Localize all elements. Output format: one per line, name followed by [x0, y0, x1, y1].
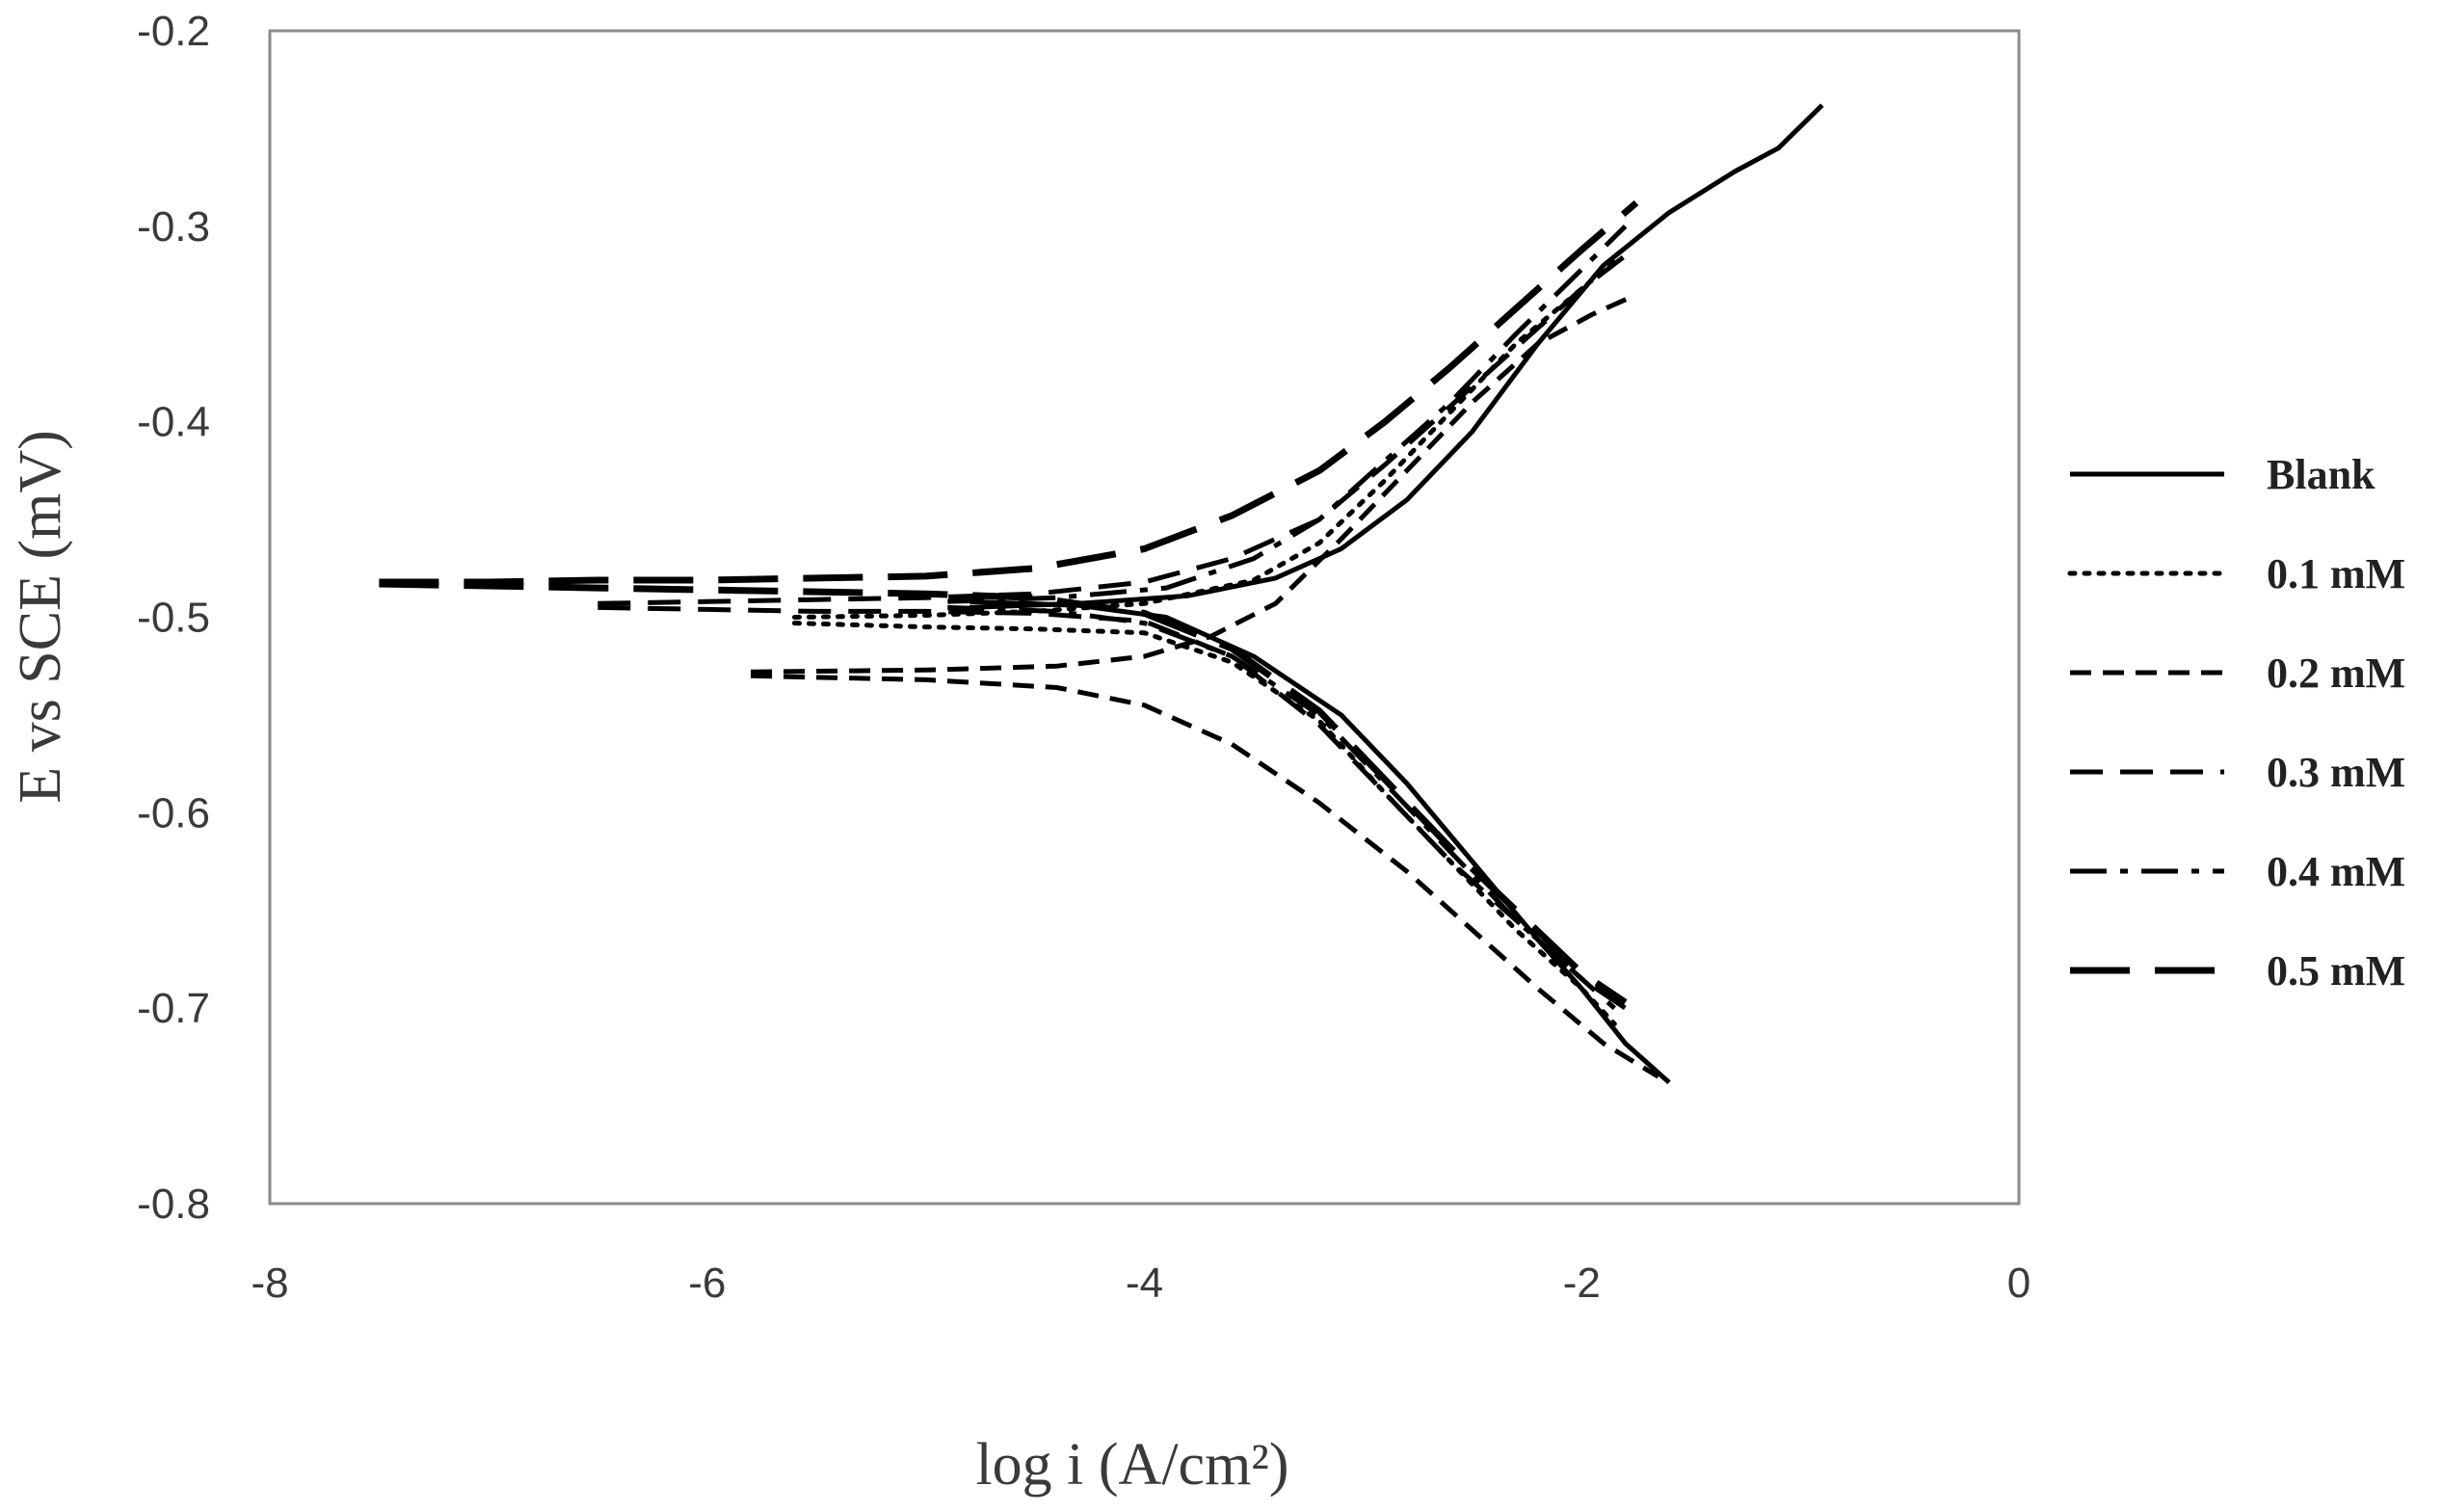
series-0-2-mm: [751, 292, 1659, 1079]
legend-label: 0.4 mM: [2267, 848, 2405, 895]
y-tick-label: -0.6: [137, 789, 210, 836]
legend-item: 0.1 mM: [2067, 550, 2405, 597]
legend-label: 0.2 mM: [2267, 650, 2405, 697]
x-tick-label: -4: [1126, 1260, 1163, 1307]
y-tick-label: -0.5: [137, 595, 210, 642]
series-line-cathodic: [792, 621, 1617, 1026]
legend-item: 0.3 mM: [2070, 749, 2405, 796]
series-0-5-mm: [379, 199, 1639, 1006]
y-tick-label: -0.3: [137, 203, 210, 251]
series-line-anodic: [379, 199, 1639, 586]
y-tick-label: -0.7: [137, 985, 210, 1032]
legend-label: 0.5 mM: [2267, 947, 2405, 995]
y-tick-label: -0.8: [137, 1180, 210, 1228]
legend-item: 0.4 mM: [2070, 848, 2405, 895]
x-tick-labels: -8 -6 -4 -2 0: [251, 1260, 2031, 1307]
series-line-cathodic: [379, 580, 1628, 1006]
legend-label: 0.3 mM: [2267, 749, 2405, 796]
plot-frame: [268, 29, 2021, 1206]
x-tick-label: 0: [2007, 1260, 2031, 1307]
y-tick-label: -0.4: [137, 399, 210, 446]
y-axis-title: E vs SCE (mV): [8, 430, 73, 804]
series-line-cathodic: [751, 673, 1659, 1079]
x-axis-title: log i (A/cm²): [975, 1432, 1288, 1498]
x-tick-label: -6: [688, 1260, 726, 1307]
legend: Blank 0.1 mM 0.2 mM 0.3 mM 0.4 mM 0.5 mM: [2067, 451, 2405, 995]
legend-label: 0.1 mM: [2267, 550, 2405, 597]
series-line-anodic: [597, 253, 1628, 606]
legend-item: Blank: [2070, 451, 2376, 498]
x-tick-label: -2: [1563, 1260, 1601, 1307]
legend-item: 0.2 mM: [2070, 650, 2405, 697]
x-tick-label: -8: [251, 1260, 288, 1307]
series-0-3-mm: [597, 253, 1628, 1011]
series-layer: [379, 103, 1824, 1085]
legend-item: 0.5 mM: [2070, 947, 2405, 995]
y-tick-label: -0.2: [137, 8, 210, 55]
series-line-cathodic: [597, 604, 1616, 1011]
legend-label: Blank: [2267, 451, 2376, 498]
y-tick-labels: -0.2 -0.3 -0.4 -0.5 -0.6 -0.7 -0.8: [137, 8, 210, 1228]
series-line-anodic: [947, 225, 1628, 604]
